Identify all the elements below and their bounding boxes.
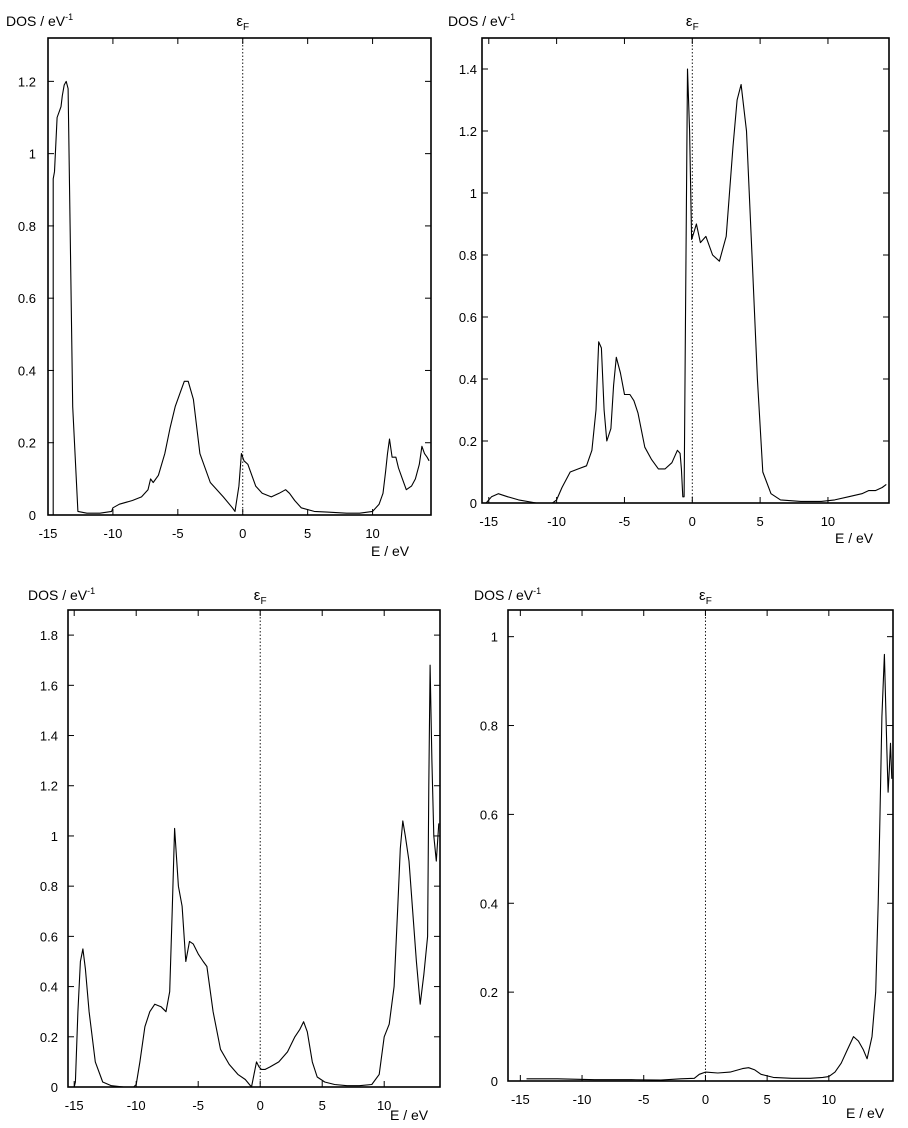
plot-frame xyxy=(67,609,441,1088)
y-tick-label: 1.4 xyxy=(40,729,58,744)
y-axis-label-exponent: -1 xyxy=(533,586,541,596)
fermi-label: εF xyxy=(254,587,267,607)
fermi-label: εF xyxy=(686,13,699,33)
x-tick-label: 0 xyxy=(239,526,246,541)
y-axis-label: DOS / eV-1 xyxy=(448,12,515,29)
y-tick-label: 0 xyxy=(470,496,477,511)
y-tick-label: 0 xyxy=(491,1074,498,1089)
y-tick-label: 0.6 xyxy=(40,929,58,944)
y-axis-label-exponent: -1 xyxy=(87,586,95,596)
y-tick-label: 0.8 xyxy=(18,219,36,234)
fermi-label: εF xyxy=(699,587,712,607)
x-tick-label: -15 xyxy=(65,1098,84,1113)
x-tick-label: 5 xyxy=(304,526,311,541)
y-tick-label: 0.2 xyxy=(18,436,36,451)
x-tick-label: -5 xyxy=(172,526,184,541)
x-axis-label: E / eV xyxy=(835,530,874,546)
x-tick-label: 5 xyxy=(319,1098,326,1113)
fermi-subscript: F xyxy=(243,22,249,33)
x-tick-label: 0 xyxy=(702,1092,709,1107)
x-tick-label: 5 xyxy=(756,514,763,529)
y-tick-label: 1 xyxy=(51,829,58,844)
x-axis-label: E / eV xyxy=(390,1107,429,1123)
fermi-subscript: F xyxy=(706,596,712,607)
fermi-label: εF xyxy=(236,13,249,33)
x-tick-label: -15 xyxy=(511,1092,530,1107)
plot-frame xyxy=(507,609,894,1082)
y-tick-label: 0 xyxy=(29,508,36,523)
y-tick-label: 0.4 xyxy=(459,372,477,387)
x-tick-label: 10 xyxy=(821,514,835,529)
y-tick-label: 1.4 xyxy=(459,62,477,77)
y-tick-label: 1.6 xyxy=(40,678,58,693)
plot-frame xyxy=(47,37,432,516)
y-axis-label: DOS / eV-1 xyxy=(474,586,541,603)
dos-curve xyxy=(52,80,430,515)
dos-curve xyxy=(526,653,893,1081)
x-tick-label: -5 xyxy=(619,514,631,529)
dos-curve xyxy=(485,68,887,504)
dos-curve xyxy=(73,664,440,1088)
dos-panel-1: εF DOS / eV-1 E / eV -15 -10 -5 0 5 10 0 0.2 0.4 0.6… xyxy=(6,12,432,559)
y-tick-label: 0.8 xyxy=(40,879,58,894)
dos-panel-3: εF DOS / eV-1 E / eV -15 -10 -5 0 5 10 0 0.2 0.4 0.6… xyxy=(28,586,441,1123)
fermi-subscript: F xyxy=(260,596,266,607)
y-tick-label: 1 xyxy=(491,630,498,645)
y-tick-label: 1 xyxy=(470,186,477,201)
x-tick-label: -10 xyxy=(104,526,123,541)
dos-panel-2: εF DOS / eV-1 E / eV -15 -10 -5 0 5 10 0 0.2 0.4 0.6… xyxy=(448,12,890,546)
fermi-subscript: F xyxy=(693,22,699,33)
y-tick-label: 1.2 xyxy=(459,124,477,139)
y-tick-label: 1.2 xyxy=(18,74,36,89)
y-tick-label: 1 xyxy=(29,147,36,162)
x-tick-label: 0 xyxy=(689,514,696,529)
y-tick-label: 1.8 xyxy=(40,628,58,643)
x-tick-label: -10 xyxy=(573,1092,592,1107)
y-axis-label-exponent: -1 xyxy=(507,12,515,22)
y-tick-label: 0.6 xyxy=(480,807,498,822)
x-tick-label: 5 xyxy=(764,1092,771,1107)
y-tick-label: 0.2 xyxy=(459,434,477,449)
x-tick-label: -15 xyxy=(479,514,498,529)
x-tick-label: -5 xyxy=(192,1098,204,1113)
y-tick-label: 0.4 xyxy=(18,363,36,378)
x-tick-label: 10 xyxy=(377,1098,391,1113)
x-tick-label: 10 xyxy=(822,1092,836,1107)
y-axis-label-exponent: -1 xyxy=(65,12,73,22)
y-tick-label: 0.6 xyxy=(459,310,477,325)
x-tick-label: 10 xyxy=(365,526,379,541)
y-tick-label: 0.2 xyxy=(480,985,498,1000)
x-axis-label: E / eV xyxy=(846,1105,885,1121)
dos-panel-4: εF DOS / eV-1 E / eV -15 -10 -5 0 5 10 0 0.2 0.4 0.6… xyxy=(474,586,894,1121)
x-tick-label: -15 xyxy=(39,526,58,541)
y-tick-label: 1.2 xyxy=(40,779,58,794)
y-tick-label: 0.6 xyxy=(18,291,36,306)
plot-frame xyxy=(481,37,890,504)
x-tick-label: -10 xyxy=(127,1098,146,1113)
y-tick-label: 0.4 xyxy=(480,896,498,911)
y-tick-label: 0.4 xyxy=(40,980,58,995)
y-tick-label: 0.2 xyxy=(40,1030,58,1045)
x-tick-label: -5 xyxy=(638,1092,650,1107)
y-tick-label: 0 xyxy=(51,1080,58,1095)
x-tick-label: 0 xyxy=(257,1098,264,1113)
x-axis-label: E / eV xyxy=(371,543,410,559)
y-axis-label: DOS / eV-1 xyxy=(6,12,73,29)
y-tick-label: 0.8 xyxy=(480,719,498,734)
x-tick-label: -10 xyxy=(547,514,566,529)
y-tick-label: 0.8 xyxy=(459,248,477,263)
y-axis-label: DOS / eV-1 xyxy=(28,586,95,603)
